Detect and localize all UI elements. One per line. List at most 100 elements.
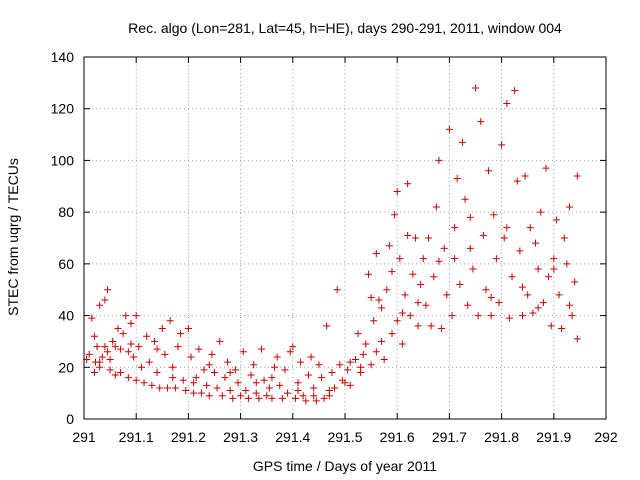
data-point (511, 87, 519, 95)
data-point (568, 312, 576, 320)
data-point (310, 392, 318, 400)
data-point (477, 118, 485, 126)
data-point (558, 325, 566, 332)
data-point (106, 356, 114, 364)
data-point (388, 268, 396, 276)
data-point (565, 301, 573, 309)
data-point (171, 384, 179, 392)
data-point (268, 374, 276, 382)
data-point (388, 330, 396, 338)
data-point (398, 309, 406, 317)
data-point (393, 317, 401, 325)
data-point (372, 250, 380, 258)
data-point (547, 322, 555, 330)
data-point (534, 304, 542, 312)
data-point (357, 363, 365, 371)
data-point (458, 138, 466, 146)
data-point (310, 384, 318, 392)
x-tick-label: 291.6 (380, 429, 415, 445)
data-point (192, 374, 200, 382)
data-point (336, 361, 344, 369)
data-point (111, 343, 119, 351)
x-tick-label: 291.3 (223, 429, 258, 445)
data-point (380, 356, 388, 364)
data-point (124, 374, 132, 382)
data-point (393, 187, 401, 195)
data-point (383, 286, 391, 294)
data-point (200, 366, 208, 374)
data-point (239, 348, 247, 356)
data-point (487, 312, 495, 320)
data-point (500, 234, 508, 242)
data-point (211, 368, 218, 376)
data-point (132, 312, 140, 320)
y-tick-label: 20 (58, 359, 74, 375)
data-point (284, 389, 292, 397)
data-point (505, 314, 513, 322)
x-tick-label: 292 (594, 429, 618, 445)
data-point (414, 322, 422, 330)
x-tick-label: 291.7 (432, 429, 467, 445)
data-point (299, 392, 307, 400)
data-point (485, 167, 493, 175)
data-point (169, 374, 177, 382)
data-point (482, 286, 490, 294)
y-tick-label: 40 (58, 308, 74, 324)
x-tick-label: 291.8 (484, 429, 519, 445)
data-point (166, 317, 174, 325)
data-point (234, 379, 242, 387)
data-point (85, 350, 93, 358)
data-point (174, 343, 182, 351)
data-point (265, 384, 273, 392)
data-point (137, 363, 145, 371)
y-tick-label: 60 (58, 256, 74, 272)
data-point (464, 301, 472, 309)
data-point (503, 100, 511, 108)
data-point (487, 293, 495, 301)
data-point (132, 376, 140, 384)
data-point (286, 348, 294, 356)
data-point (281, 366, 289, 374)
data-point (221, 374, 229, 382)
data-point (385, 242, 393, 250)
data-point (90, 332, 98, 340)
data-point (417, 281, 425, 289)
data-point (411, 234, 419, 242)
data-point (323, 322, 331, 330)
data-point (364, 270, 372, 278)
data-point (119, 330, 127, 338)
data-point (438, 325, 446, 332)
data-point (325, 392, 333, 400)
data-point (435, 257, 443, 265)
data-point (98, 353, 106, 361)
data-point (409, 270, 417, 278)
data-point (435, 156, 443, 164)
data-point (226, 368, 234, 376)
data-point (474, 312, 482, 320)
data-point (237, 392, 245, 400)
data-point (93, 343, 101, 351)
data-point (268, 394, 276, 402)
y-tick-label: 80 (58, 204, 74, 220)
data-point (247, 371, 255, 379)
y-tick-label: 140 (51, 49, 75, 65)
data-point (302, 397, 310, 405)
data-point (362, 340, 370, 348)
data-point (208, 350, 216, 358)
data-point (445, 125, 453, 133)
data-point (257, 345, 265, 353)
data-point (148, 381, 156, 389)
data-point (479, 231, 487, 239)
x-tick-label: 291 (72, 429, 96, 445)
data-point (96, 301, 104, 309)
data-point (156, 384, 164, 392)
data-point (255, 394, 263, 402)
data-point (260, 376, 268, 384)
data-point (498, 141, 506, 149)
data-point (359, 350, 367, 358)
data-point (224, 358, 232, 366)
data-point (573, 172, 581, 180)
data-point (375, 296, 383, 304)
chart-title: Rec. algo (Lon=281, Lat=45, h=HE), days … (128, 20, 562, 36)
data-point (101, 296, 109, 304)
